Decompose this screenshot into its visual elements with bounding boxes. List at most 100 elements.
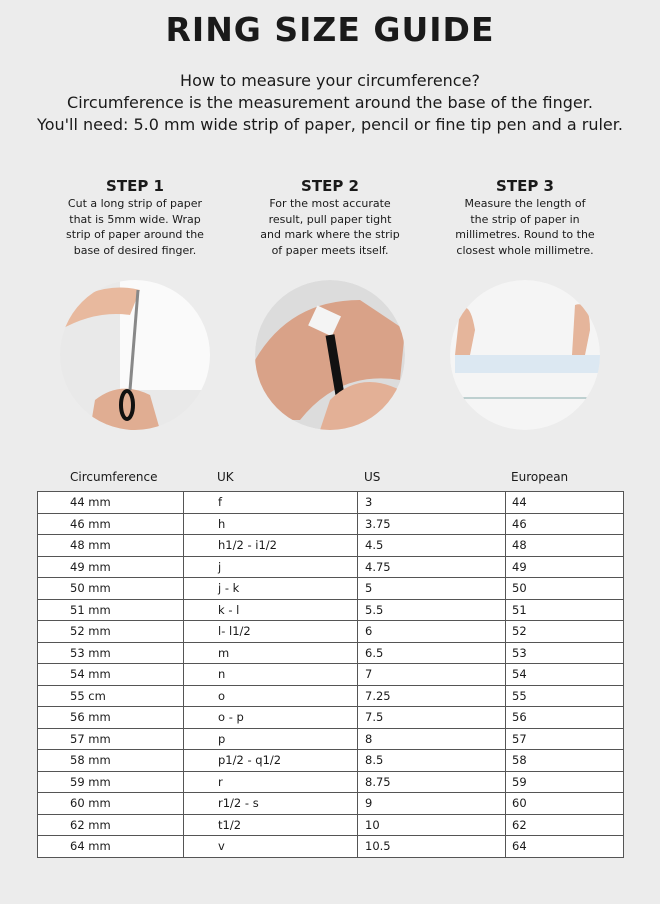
table-row: 51 mm k - l 5.5 51 (37, 598, 624, 621)
title: RING SIZE GUIDE (165, 10, 495, 49)
step-images (60, 280, 600, 430)
table-cell: 58 mm (37, 749, 184, 772)
table-cell: 10 (357, 813, 506, 836)
table-cell: 5 (357, 577, 506, 600)
table-cell: 56 (505, 706, 624, 729)
table-cell: 55 cm (37, 684, 184, 707)
table-cell: p1/2 - q1/2 (183, 749, 358, 772)
step-line: that is 5mm wide. Wrap (69, 212, 201, 226)
table-cell: 6.5 (357, 641, 506, 664)
step-title: STEP 3 (496, 177, 554, 195)
table-row: 49 mm j 4.75 49 (37, 555, 624, 578)
table-cell: f (183, 491, 358, 514)
step-line: result, pull paper tight (268, 212, 392, 226)
table-cell: 59 (505, 770, 624, 793)
step-line: closest whole millimetre. (456, 243, 594, 257)
table-cell: 58 (505, 749, 624, 772)
table-cell: 53 (505, 641, 624, 664)
step-line: and mark where the strip (260, 228, 400, 241)
table-row: 52 mm l- l1/2 6 52 (37, 620, 624, 643)
table-cell: 49 (505, 555, 624, 578)
step-2-image (255, 280, 405, 430)
table-cell: o (183, 684, 358, 707)
table-cell: 4.5 (357, 534, 506, 557)
table-cell: 8 (357, 727, 506, 750)
table-row: 59 mm r 8.75 59 (37, 770, 624, 793)
intro-line: You'll need: 5.0 mm wide strip of paper,… (37, 115, 623, 134)
table-cell: 8.5 (357, 749, 506, 772)
table-cell: m (183, 641, 358, 664)
table-cell: r (183, 770, 358, 793)
step-1-image (60, 280, 210, 430)
table-row: 46 mm h 3.75 46 (37, 512, 624, 535)
table-row: 50 mm j - k 5 50 (37, 577, 624, 600)
table-row: 64 mm v 10.5 64 (37, 835, 624, 858)
step-line: the strip of paper in (470, 212, 580, 226)
table-cell: 60 mm (37, 792, 184, 815)
table-cell: j - k (183, 577, 358, 600)
table-cell: h1/2 - i1/2 (183, 534, 358, 557)
table-cell: l- l1/2 (183, 620, 358, 643)
table-row: 62 mm t1/2 10 62 (37, 813, 624, 836)
step-title: STEP 2 (301, 177, 359, 195)
table-row: 57 mm p 8 57 (37, 727, 624, 750)
column-header: European (511, 470, 569, 484)
table-row: 58 mm p1/2 - q1/2 8.5 58 (37, 749, 624, 772)
table-cell: 50 (505, 577, 624, 600)
step-line: strip of paper around the (66, 228, 204, 241)
table-cell: 51 (505, 598, 624, 621)
intro-line: Circumference is the measurement around … (67, 93, 593, 112)
table-cell: v (183, 835, 358, 858)
table-cell: 7.5 (357, 706, 506, 729)
table-cell: 57 mm (37, 727, 184, 750)
table-cell: 51 mm (37, 598, 184, 621)
table-cell: 60 (505, 792, 624, 815)
table-cell: 49 mm (37, 555, 184, 578)
table-row: 54 mm n 7 54 (37, 663, 624, 686)
table-cell: 62 mm (37, 813, 184, 836)
table-row: 56 mm o - p 7.5 56 (37, 706, 624, 729)
table-row: 44 mm f 3 44 (37, 491, 624, 514)
table-cell: 52 mm (37, 620, 184, 643)
step-title: STEP 1 (106, 177, 164, 195)
table-cell: 55 (505, 684, 624, 707)
table-cell: 59 mm (37, 770, 184, 793)
intro-line: How to measure your circumference? (180, 71, 480, 90)
step-3-image (450, 280, 600, 430)
table-cell: 6 (357, 620, 506, 643)
table-cell: t1/2 (183, 813, 358, 836)
table-cell: 64 mm (37, 835, 184, 858)
table-cell: 46 (505, 512, 624, 535)
step: STEP 1 Cut a long strip of paper that is 5… (45, 176, 225, 258)
table-cell: 54 mm (37, 663, 184, 686)
table-cell: 62 (505, 813, 624, 836)
size-table: 44 mm f 3 44 46 mm h 3.75 46 48 mm h1/2 - i1/2 4.5… (37, 491, 624, 858)
table-cell: 7.25 (357, 684, 506, 707)
table-cell: 4.75 (357, 555, 506, 578)
step-line: millimetres. Round to the (455, 228, 595, 241)
table-cell: 46 mm (37, 512, 184, 535)
table-cell: 52 (505, 620, 624, 643)
table-cell: 5.5 (357, 598, 506, 621)
table-row: 60 mm r1/2 - s 9 60 (37, 792, 624, 815)
intro: How to measure your circumference? Circu… (0, 70, 660, 136)
column-header: Circumference (70, 470, 158, 484)
table-cell: 64 (505, 835, 624, 858)
table-row: 48 mm h1/2 - i1/2 4.5 48 (37, 534, 624, 557)
table-row: 53 mm m 6.5 53 (37, 641, 624, 664)
step-line: For the most accurate (269, 197, 391, 210)
table-cell: n (183, 663, 358, 686)
column-header: US (364, 470, 381, 484)
step-line: base of desired finger. (73, 243, 197, 257)
table-cell: k - l (183, 598, 358, 621)
table-cell: 48 mm (37, 534, 184, 557)
table-row: 55 cm o 7.25 55 (37, 684, 624, 707)
step: STEP 2 For the most accurate result, pull … (240, 176, 420, 258)
column-header: UK (217, 470, 234, 484)
table-cell: 7 (357, 663, 506, 686)
table-cell: o - p (183, 706, 358, 729)
step: STEP 3 Measure the length of the strip of … (435, 176, 615, 258)
table-cell: 54 (505, 663, 624, 686)
table-cell: 3.75 (357, 512, 506, 535)
